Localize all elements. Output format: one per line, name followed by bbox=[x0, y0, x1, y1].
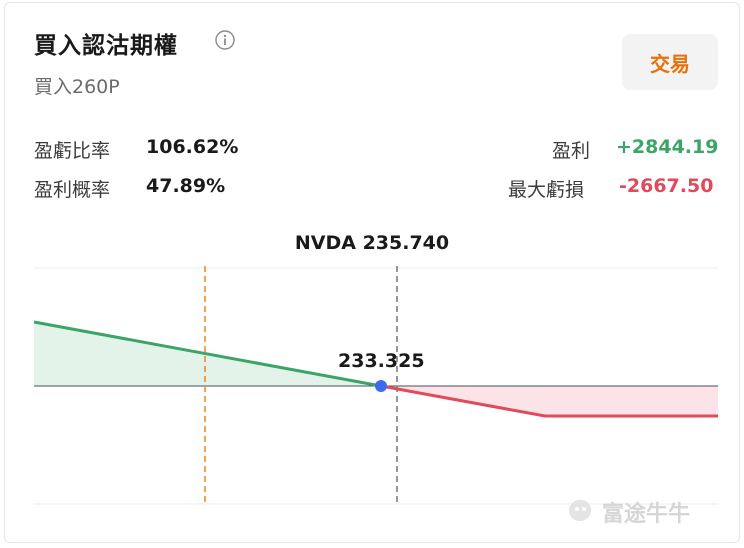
max-loss-label: 最大虧損 bbox=[508, 179, 585, 201]
breakeven-dot bbox=[375, 380, 387, 392]
watermark-text: 富途牛牛 bbox=[602, 502, 691, 527]
profit-label: 盈利 bbox=[552, 140, 591, 162]
ratio-label: 盈虧比率 bbox=[34, 140, 111, 162]
trade-button[interactable]: 交易 bbox=[622, 34, 718, 90]
loss-line bbox=[380, 384, 718, 418]
strategy-card bbox=[4, 2, 740, 543]
max-loss-value: -2667.50 bbox=[619, 175, 714, 197]
strategy-title: 買入認沽期權 bbox=[34, 33, 178, 59]
profit-value: +2844.19 bbox=[616, 136, 719, 158]
ticker-price-label: NVDA 235.740 bbox=[294, 232, 450, 254]
info-icon[interactable] bbox=[215, 30, 235, 50]
breakeven-label: 233.325 bbox=[338, 350, 425, 372]
profit-line bbox=[33, 320, 382, 388]
ratio-value: 106.62% bbox=[146, 136, 239, 158]
prob-value: 47.89% bbox=[146, 175, 226, 197]
strategy-subtitle: 買入260P bbox=[34, 76, 120, 98]
futu-logo-icon bbox=[569, 499, 592, 522]
loss-area bbox=[381, 386, 718, 416]
prob-label: 盈利概率 bbox=[34, 179, 111, 201]
